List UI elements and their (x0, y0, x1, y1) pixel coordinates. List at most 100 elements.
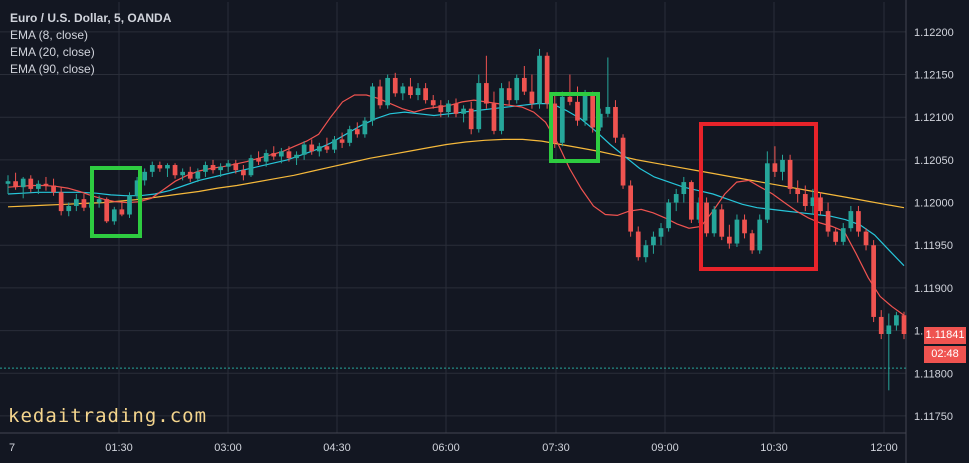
candle-body (73, 199, 79, 206)
candle-body (833, 231, 839, 242)
candle-body (590, 95, 596, 128)
candle-body (400, 86, 406, 94)
time-tick-label: 7 (9, 442, 15, 454)
ema90-label[interactable]: EMA (90, close) (10, 62, 95, 76)
candle-body (339, 139, 345, 143)
candle-body (840, 228, 846, 242)
candle-body (241, 170, 246, 176)
price-tick-label: 1.12150 (914, 70, 954, 82)
price-axis[interactable]: 1.12200 1.12150 1.12100 1.12050 1.12000 1.119… (914, 27, 954, 423)
time-tick-label: 10:30 (760, 442, 788, 454)
candle-body (491, 103, 497, 131)
candle-body (165, 165, 170, 169)
candle-body (894, 315, 899, 326)
candle-body (149, 165, 155, 172)
candle-body (468, 108, 474, 130)
candle-body (719, 209, 725, 237)
candle-body (848, 211, 854, 229)
candle-body (392, 77, 398, 94)
candle-body (734, 219, 740, 244)
candle-body (757, 219, 763, 251)
price-tick-label: 1.12200 (914, 27, 954, 39)
candle-body (263, 153, 269, 162)
candle-body (142, 171, 148, 181)
candle-body (856, 211, 861, 232)
candle-body (810, 197, 816, 206)
candle-body (886, 325, 892, 334)
candle-body (271, 153, 277, 157)
candle-body (818, 197, 823, 212)
candle-body (582, 95, 588, 121)
candle-body (506, 88, 512, 101)
price-tick-label: 1.11800 (914, 368, 953, 380)
candle-body (58, 192, 64, 212)
candle-body (172, 165, 178, 176)
candle-body (521, 77, 527, 92)
candle-body (5, 181, 11, 184)
candle-body (96, 199, 102, 203)
candle-body (727, 236, 732, 244)
candle-body (514, 77, 520, 101)
candle-body (605, 106, 611, 114)
candle-body (286, 151, 292, 159)
candle-body (233, 163, 239, 171)
time-tick-label: 07:30 (542, 442, 570, 454)
price-tick-label: 1.12100 (914, 112, 954, 124)
candle-body (13, 181, 18, 188)
candle-body (658, 228, 664, 237)
candle-body (802, 194, 808, 206)
candle-body (43, 183, 49, 186)
candle-body (628, 185, 633, 232)
candle-body (20, 178, 26, 188)
candle-body (749, 233, 755, 251)
candle-body (704, 202, 709, 234)
price-tick-label: 1.11950 (914, 240, 953, 252)
candle-body (324, 146, 330, 150)
time-tick-label: 06:00 (432, 442, 460, 454)
candle-body (66, 205, 72, 212)
candle-body (36, 183, 41, 189)
price-tick-label: 1.12000 (914, 198, 954, 210)
time-tick-label: 03:00 (214, 442, 242, 454)
candle-body (408, 86, 413, 96)
candle-body (825, 211, 831, 232)
candle-body (309, 144, 315, 152)
candle-body (764, 163, 770, 220)
candle-body (696, 202, 702, 220)
candle-body (878, 316, 884, 334)
candle-body (362, 120, 368, 135)
candle-body (332, 139, 337, 150)
ema90-line (7, 138, 905, 209)
candle-body (347, 129, 353, 143)
symbol-title[interactable]: Euro / U.S. Dollar, 5, OANDA (10, 11, 172, 25)
candle-body (537, 55, 542, 104)
time-axis[interactable]: 7 01:30 03:00 04:30 06:00 07:30 09:00 10:30 12:0… (9, 442, 898, 454)
candlesticks (5, 48, 907, 391)
candle-body (780, 159, 785, 172)
candle-body (28, 178, 34, 189)
candle-body (301, 144, 307, 155)
chart-legend: Euro / U.S. Dollar, 5, OANDA EMA (8, clo… (10, 10, 171, 78)
candle-body (484, 83, 489, 104)
last-price-tag: 1.11841 (924, 327, 966, 344)
candle-body (635, 231, 641, 258)
candle-body (51, 185, 56, 193)
candle-body (104, 199, 110, 222)
candle-body (666, 202, 671, 229)
watermark-text: kedaitrading.com (8, 405, 208, 427)
time-tick-label: 12:00 (870, 442, 898, 454)
candle-body (225, 163, 231, 167)
ema20-label[interactable]: EMA (20, close) (10, 45, 95, 59)
candle-body (772, 163, 778, 172)
candle-body (180, 171, 185, 176)
candle-body (127, 195, 132, 215)
candle-body (871, 245, 876, 317)
candle-body (385, 77, 391, 106)
ema8-label[interactable]: EMA (8, close) (10, 28, 89, 42)
candle-body (559, 96, 565, 143)
candle-body (544, 55, 550, 104)
candle-body (643, 245, 649, 258)
candle-body (597, 113, 603, 128)
price-tick-label: 1.11750 (914, 411, 953, 423)
